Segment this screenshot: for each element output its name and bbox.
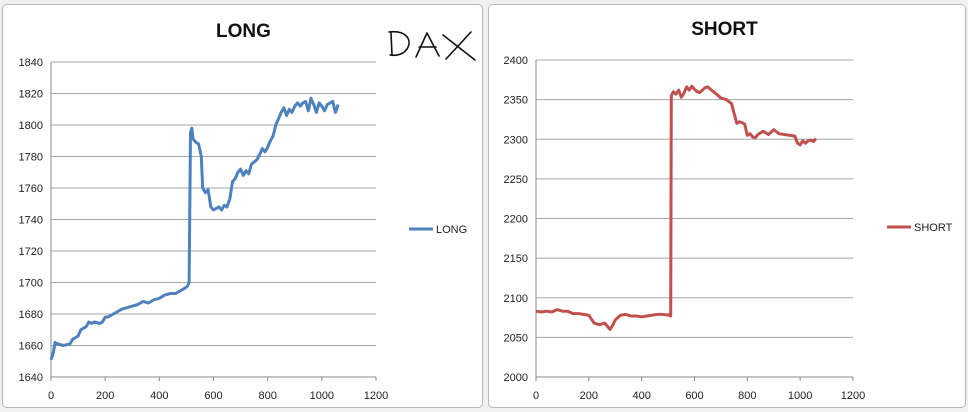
y-tick-label-short: 2150	[504, 253, 528, 265]
x-tick-label-long: 200	[96, 390, 114, 402]
y-tick-label-long: 1700	[19, 278, 43, 290]
handwritten-dax-annotation: DAX	[388, 30, 476, 61]
series-line-short	[535, 84, 818, 331]
y-tick-label-short: 2350	[504, 95, 528, 107]
x-tick-label-short: 400	[632, 390, 650, 402]
x-tick-label-long: 400	[150, 390, 168, 402]
y-tick-label-short: 2300	[504, 134, 528, 146]
y-tick-label-long: 1820	[19, 89, 43, 101]
y-tick-label-short: 2200	[504, 214, 528, 226]
x-tick-label-short: 200	[580, 390, 598, 402]
x-tick-label-short: 600	[685, 390, 703, 402]
y-tick-label-long: 1660	[19, 341, 43, 353]
x-tick-label-long: 1000	[310, 390, 334, 402]
y-tick-label-long: 1780	[19, 152, 43, 164]
x-tick-label-short: 0	[533, 390, 539, 402]
x-tick-label-long: 1200	[364, 390, 388, 402]
y-tick-label-long: 1640	[19, 372, 43, 384]
x-tick-label-long: 0	[48, 390, 54, 402]
short-chart-svg: 2000 2050 2100 2150 2200 2250 2300 2350 2400 0 200…	[504, 19, 953, 402]
y-tick-label-short: 2250	[504, 174, 528, 186]
long-chart-svg: 1640 1660 1680 1700 1720 1740 1760 1780 1800 1820…	[19, 21, 476, 402]
x-tick-label-long: 600	[204, 390, 222, 402]
series-line-long	[49, 96, 340, 361]
x-tick-label-short: 800	[738, 390, 756, 402]
chart-title-long: LONG	[216, 21, 271, 42]
y-tick-label-long: 1720	[19, 246, 43, 258]
y-tick-label-long: 1680	[19, 309, 43, 321]
legend-label-short: SHORT	[914, 222, 953, 234]
y-tick-label-short: 2400	[504, 55, 528, 67]
y-tick-label-long: 1800	[19, 120, 43, 132]
y-tick-label-short: 2050	[504, 332, 528, 344]
x-tick-label-short: 1200	[841, 390, 865, 402]
x-tick-label-long: 800	[258, 390, 276, 402]
y-tick-label-short: 2100	[504, 293, 528, 305]
y-tick-label-long: 1740	[19, 215, 43, 227]
chart-title-short: SHORT	[691, 19, 758, 40]
legend-label-long: LONG	[436, 224, 467, 236]
short-chart-panel: 2000 2050 2100 2150 2200 2250 2300 2350 2400 0 200…	[488, 4, 966, 408]
y-tick-label-long: 1760	[19, 183, 43, 195]
x-tick-label-short: 1000	[788, 390, 812, 402]
y-tick-label-short: 2000	[504, 372, 528, 384]
long-chart-panel: 1640 1660 1680 1700 1720 1740 1760 1780 1800 1820…	[2, 4, 483, 408]
y-tick-label-long: 1840	[19, 57, 43, 69]
